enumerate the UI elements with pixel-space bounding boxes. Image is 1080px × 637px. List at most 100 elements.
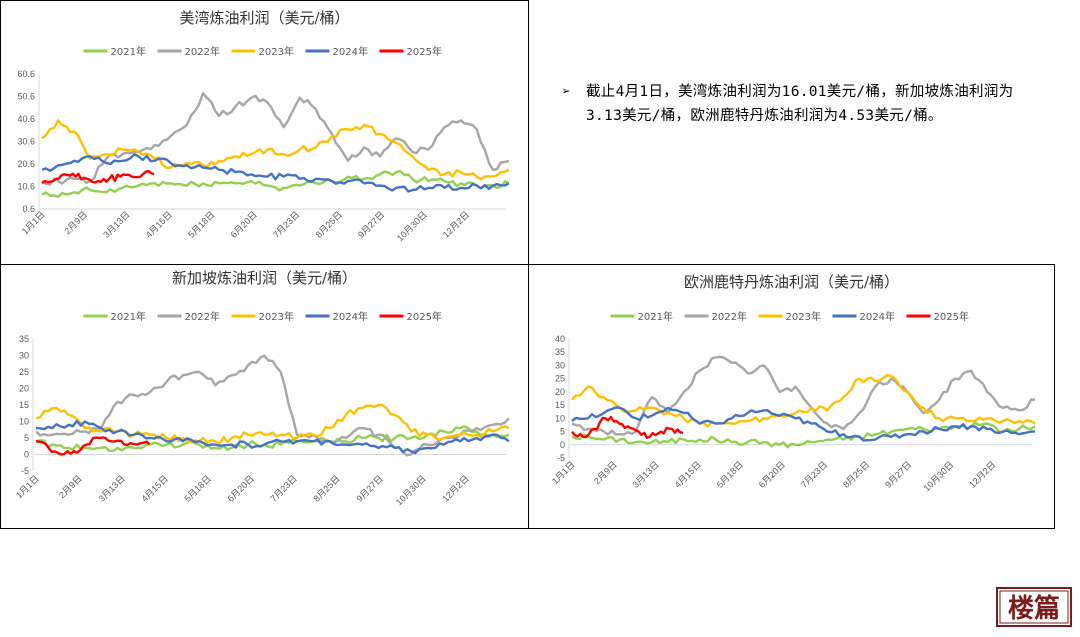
x-tick-label: 5月18日 — [182, 473, 212, 503]
y-tick-label: 50.6 — [17, 92, 35, 102]
x-tick-label: 2月9日 — [592, 459, 619, 486]
bullet-icon: ➢ — [562, 84, 572, 100]
summary-note: ➢ 截止4月1日，美湾炼油利润为16.01美元/桶，新加坡炼油利润为3.13美元… — [562, 80, 1042, 128]
y-tick-label: 20 — [555, 387, 565, 397]
x-tick-label: 3月13日 — [101, 209, 131, 239]
series-line-2025年 — [35, 436, 151, 456]
x-tick-label: 8月25日 — [314, 209, 344, 239]
series-line-2023年 — [41, 119, 510, 181]
x-tick-label: 12月2日 — [441, 209, 471, 239]
rotterdam-margin-chart: 欧洲鹿特丹炼油利润（美元/桶） 2021年 2022年 2023年 2024年 2025年… — [528, 264, 1055, 529]
legend-label: 2023年 — [786, 310, 821, 323]
y-tick-label: 30.6 — [17, 137, 35, 147]
x-tick-label: 12月2日 — [440, 473, 470, 503]
x-tick-label: 8月25日 — [841, 459, 871, 489]
series-line-2024年 — [41, 153, 510, 193]
x-tick-label: 12月2日 — [967, 459, 997, 489]
x-tick-label: 9月27日 — [356, 209, 386, 239]
y-tick-label: 20 — [19, 384, 29, 394]
legend-label: 2025年 — [934, 310, 969, 323]
x-tick-label: 6月20日 — [229, 209, 259, 239]
chart-title: 新加坡炼油利润（美元/桶） — [172, 269, 357, 287]
logo-mark: 楼篇 — [1008, 593, 1060, 624]
legend-label: 2024年 — [333, 45, 368, 58]
legend-label: 2022年 — [712, 310, 747, 323]
x-tick-label: 10月30日 — [395, 209, 429, 243]
x-tick-label: 5月18日 — [186, 209, 216, 239]
y-tick-label: 35 — [19, 334, 29, 344]
y-tick-label: -5 — [557, 453, 565, 463]
legend-label: 2025年 — [407, 310, 442, 323]
x-tick-label: 4月15日 — [673, 459, 703, 489]
x-tick-label: 6月20日 — [757, 459, 787, 489]
legend-label: 2022年 — [185, 310, 220, 323]
x-tick-label: 3月13日 — [96, 473, 126, 503]
series-line-2025年 — [41, 169, 155, 185]
y-tick-label: 5 — [560, 427, 565, 437]
y-tick-label: 15 — [19, 400, 29, 410]
y-tick-label: 25 — [19, 367, 29, 377]
x-tick-label: 1月1日 — [550, 459, 577, 486]
legend-label: 2023年 — [259, 310, 294, 323]
legend-label: 2023年 — [259, 45, 294, 58]
x-tick-label: 10月30日 — [394, 473, 428, 507]
y-tick-label: 0.6 — [22, 204, 35, 214]
x-tick-label: 1月1日 — [14, 473, 41, 500]
singapore-margin-plot: 新加坡炼油利润（美元/桶） 2021年 2022年 2023年 2024年 2025年 -5… — [14, 269, 510, 507]
y-tick-label: 5 — [24, 433, 29, 443]
y-tick-label: 0 — [24, 450, 29, 460]
y-tick-label: 10 — [19, 417, 29, 427]
y-tick-label: 25 — [555, 374, 565, 384]
legend-label: 2024年 — [333, 310, 368, 323]
logo-inner-frame — [999, 590, 1069, 624]
x-tick-label: 10月30日 — [922, 459, 956, 493]
legend-label: 2025年 — [407, 45, 442, 58]
series-line-2022年 — [35, 354, 510, 457]
y-tick-label: 0 — [560, 440, 565, 450]
series-line-2023年 — [571, 373, 1036, 428]
rotterdam-margin-plot: 欧洲鹿特丹炼油利润（美元/桶） 2021年 2022年 2023年 2024年 2025年… — [550, 273, 1036, 493]
y-tick-label: 30 — [19, 351, 29, 361]
series-line-2025年 — [571, 415, 684, 440]
y-tick-label: 35 — [555, 347, 565, 357]
series-line-2024年 — [571, 406, 1035, 442]
us-gulf-margin-plot: 美湾炼油利润（美元/桶） 2021年 2022年 2023年 2024年 2025年 0.6… — [17, 9, 510, 243]
legend-label: 2021年 — [111, 45, 146, 58]
y-tick-label: 60.6 — [17, 69, 35, 79]
legend-label: 2022年 — [185, 45, 220, 58]
x-tick-label: 4月15日 — [139, 473, 169, 503]
brand-logo: 楼篇 — [996, 587, 1072, 627]
x-tick-label: 4月15日 — [144, 209, 174, 239]
x-tick-label: 6月20日 — [225, 473, 255, 503]
x-tick-label: 7月23日 — [799, 459, 829, 489]
series-line-2021年 — [41, 169, 510, 199]
x-tick-label: 7月23日 — [268, 473, 298, 503]
series-line-2022年 — [571, 355, 1036, 436]
y-tick-label: 40.6 — [17, 114, 35, 124]
x-tick-label: 7月23日 — [271, 209, 301, 239]
x-tick-label: 9月27日 — [354, 473, 384, 503]
summary-text: 截止4月1日，美湾炼油利润为16.01美元/桶，新加坡炼油利润为3.13美元/桶… — [586, 84, 1014, 124]
legend-label: 2024年 — [860, 310, 895, 323]
series-line-2024年 — [35, 419, 510, 455]
y-tick-label: -5 — [21, 466, 29, 476]
y-tick-label: 20.6 — [17, 159, 35, 169]
y-tick-label: 30 — [555, 360, 565, 370]
x-tick-label: 3月13日 — [630, 459, 660, 489]
chart-title: 欧洲鹿特丹炼油利润（美元/桶） — [684, 273, 899, 291]
y-tick-label: 40 — [555, 334, 565, 344]
x-tick-label: 2月9日 — [62, 209, 89, 236]
chart-title: 美湾炼油利润（美元/桶） — [179, 9, 349, 27]
series-line-2022年 — [41, 92, 510, 186]
x-tick-label: 5月18日 — [715, 459, 745, 489]
x-tick-label: 2月9日 — [57, 473, 84, 500]
legend-label: 2021年 — [638, 310, 673, 323]
logo-frame — [996, 587, 1072, 627]
legend-label: 2021年 — [111, 310, 146, 323]
singapore-margin-chart: 新加坡炼油利润（美元/桶） 2021年 2022年 2023年 2024年 2025年 -5… — [0, 264, 529, 529]
us-gulf-margin-chart: 美湾炼油利润（美元/桶） 2021年 2022年 2023年 2024年 2025年 0.6… — [0, 0, 529, 265]
x-tick-label: 8月25日 — [311, 473, 341, 503]
y-tick-label: 10 — [555, 413, 565, 423]
x-tick-label: 9月27日 — [883, 459, 913, 489]
y-tick-label: 15 — [555, 400, 565, 410]
